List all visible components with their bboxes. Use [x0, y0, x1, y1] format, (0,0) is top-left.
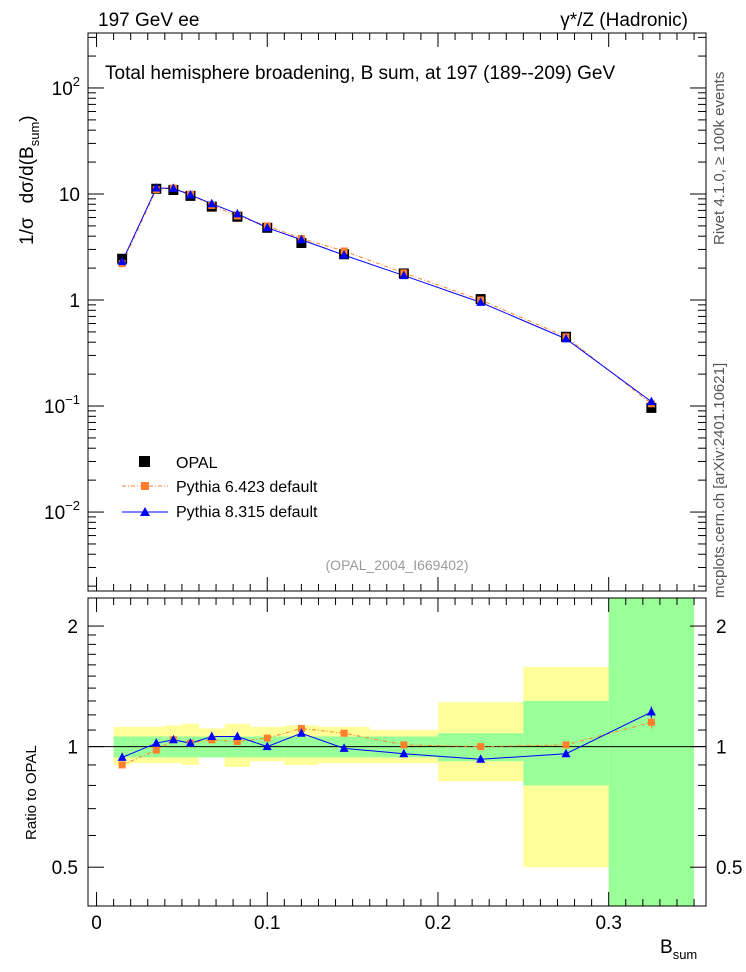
y-tick-label: 10−1 — [44, 392, 80, 418]
ratio-panel-frame — [87, 597, 707, 907]
legend: OPAL Pythia 6.423 default Pythia 8.315 d… — [122, 455, 318, 521]
ratio-pythia6-point — [118, 761, 126, 769]
pythia8-point — [168, 183, 178, 192]
pythia8-point — [151, 182, 161, 192]
ratio-bands — [113, 598, 695, 906]
pythia8-point — [399, 270, 409, 280]
pythia8-point — [476, 297, 486, 306]
x-axis-label: Bsum — [660, 937, 697, 962]
pythia8-point — [339, 250, 349, 259]
ratio-pythia8-point — [296, 728, 306, 737]
ratio-pythia8-point — [561, 748, 571, 758]
pythia8-line — [121, 187, 652, 403]
y-tick-label: 1 — [69, 291, 80, 312]
ratio-pythia6-point — [400, 741, 408, 749]
ratio-pythia6-point — [263, 734, 271, 742]
x-tick-label: 0.1 — [254, 913, 280, 934]
stat-uncertainty-band — [608, 598, 695, 906]
legend-label-pythia8: Pythia 8.315 default — [176, 504, 318, 521]
ratio-y-tick-label-right: 2 — [716, 617, 727, 638]
ratio-y-label: Ratio to OPAL — [23, 745, 40, 840]
legend-label-opal: OPAL — [176, 455, 218, 472]
ratio-y-tick-label-right: 0.5 — [716, 858, 742, 879]
pythia8-point — [185, 189, 195, 199]
y-tick-label: 10−2 — [44, 498, 80, 524]
y-tick-label: 102 — [52, 74, 80, 100]
ratio-pythia8-point — [207, 731, 217, 740]
ratio-series — [117, 706, 656, 769]
ratio-pythia8-point — [151, 738, 161, 747]
ratio-pythia6-point — [233, 737, 241, 745]
x-tick-label: 0.2 — [425, 913, 451, 934]
ratio-pythia8-point — [117, 752, 127, 761]
pythia8-point — [262, 222, 272, 232]
y-axis-label: 1/σdσ/d(Bsum) — [17, 115, 42, 245]
ratio-y-tick-label-left: 0.5 — [52, 858, 78, 879]
ratio-y-tick-label-right: 1 — [716, 738, 727, 759]
legend-label-pythia6: Pythia 6.423 default — [176, 479, 318, 496]
y-tick-label: 10 — [59, 185, 80, 206]
legend-marker-opal — [139, 456, 150, 467]
pythia8-point — [561, 333, 571, 343]
x-tick-label: 0 — [91, 913, 102, 934]
ratio-pythia6-point — [562, 741, 570, 749]
analysis-id: (OPAL_2004_I669402) — [326, 557, 469, 573]
ratio-pythia8-point — [646, 707, 656, 716]
ratio-pythia8-point — [476, 754, 486, 763]
ratio-pythia8-point — [399, 748, 409, 758]
legend-marker-pythia6 — [141, 482, 149, 490]
pythia8-point — [117, 256, 127, 266]
ratio-pythia6-point — [477, 743, 485, 751]
pythia8-point — [232, 208, 242, 218]
mcplots-label: mcplots.cern.ch [arXiv:2401.10621] — [711, 363, 728, 598]
pythia8-point — [207, 198, 217, 208]
x-tick-label: 0.3 — [595, 913, 621, 934]
ratio-axes: 0.5 0.5 1 1 2 2 0 0.1 0.2 0.3 — [52, 598, 742, 934]
process-label: γ*/Z (Hadronic) — [560, 10, 688, 31]
ratio-pythia8-point — [185, 738, 195, 747]
opal-point — [646, 402, 657, 413]
pythia8-point — [646, 396, 656, 406]
ratio-pythia8-point — [232, 731, 242, 740]
energy-label: 197 GeV ee — [98, 10, 199, 31]
main-series — [117, 182, 657, 413]
ratio-pythia6-point — [152, 746, 160, 754]
plot-title: Total hemisphere broadening, B sum, at 1… — [105, 63, 615, 84]
ratio-pythia8-point — [168, 734, 178, 744]
main-panel-frame — [87, 32, 707, 592]
ratio-y-tick-label-left: 1 — [67, 738, 78, 759]
ratio-pythia8-point — [262, 741, 272, 751]
legend-marker-pythia8 — [140, 507, 150, 516]
pythia6-line — [121, 187, 652, 405]
ratio-y-tick-label-left: 2 — [67, 617, 78, 638]
ratio-pythia6-point — [340, 729, 348, 737]
ratio-pythia6-point — [647, 718, 655, 726]
ratio-pythia8-point — [339, 743, 349, 752]
pythia8-point — [296, 234, 306, 244]
rivet-version-label: Rivet 4.1.0, ≥ 100k events — [711, 72, 728, 245]
main-axes: 10−2 10−1 1 10 102 — [44, 33, 706, 591]
